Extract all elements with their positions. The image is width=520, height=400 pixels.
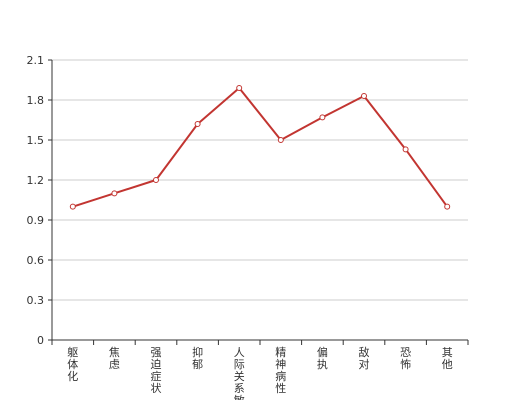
data-point-markers <box>69 85 451 210</box>
x-category-label: 躯体化 <box>67 346 78 383</box>
series-line <box>72 87 449 208</box>
x-category-label: 敌对 <box>359 345 370 371</box>
y-axis-tick-labels: 0 0.3 0.6 0.9 1.2 1.5 1.8 2.1 <box>27 54 45 347</box>
x-category-label: 其他 <box>442 346 453 371</box>
x-axis-category-labels: 躯体化 焦虑 强迫症状 抑郁 人际关系敏感 精神病性 偏执 敌对 恐怖 其他 <box>67 345 452 400</box>
data-point <box>111 190 118 197</box>
y-tick-label: 1.5 <box>27 134 45 147</box>
data-point <box>194 121 201 127</box>
y-tick-label: 1.2 <box>27 174 45 187</box>
y-tick-label: 0 <box>37 334 44 347</box>
x-category-label: 人际关系敏感 <box>234 346 245 400</box>
y-tick-label: 0.9 <box>27 214 45 227</box>
series-line-group <box>72 87 449 208</box>
x-category-label: 精神病性 <box>275 346 286 395</box>
y-tick-label: 1.8 <box>27 94 45 107</box>
x-category-label: 焦虑 <box>109 346 120 371</box>
y-tick-label: 0.3 <box>27 294 45 307</box>
x-category-label: 强迫症状 <box>151 346 162 395</box>
data-point <box>402 146 409 153</box>
chart-axes <box>48 59 469 345</box>
data-point <box>361 93 367 99</box>
x-category-label: 偏执 <box>317 345 328 371</box>
data-point <box>69 203 76 210</box>
data-point <box>236 85 243 91</box>
y-tick-label: 2.1 <box>27 54 45 67</box>
data-point <box>153 177 159 183</box>
y-tick-label: 0.6 <box>27 254 45 267</box>
data-point <box>444 203 451 210</box>
x-category-label: 抑郁 <box>192 345 203 371</box>
data-point <box>277 137 284 143</box>
grid-lines <box>52 59 468 301</box>
x-category-label: 恐怖 <box>400 346 411 371</box>
data-point <box>319 114 326 121</box>
